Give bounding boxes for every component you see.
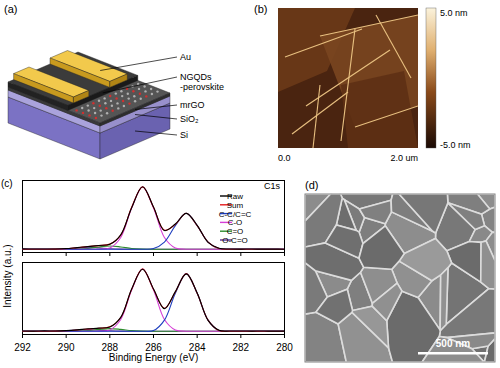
svg-text:-perovskite: -perovskite	[180, 82, 224, 92]
svg-text:290: 290	[58, 342, 75, 353]
svg-text:282: 282	[232, 342, 249, 353]
svg-text:286: 286	[145, 341, 162, 353]
svg-text:288: 288	[101, 341, 119, 353]
svg-text:mrGO: mrGO	[180, 100, 205, 110]
svg-text:C=O: C=O	[227, 227, 244, 236]
svg-text:NGQDs: NGQDs	[180, 72, 212, 82]
svg-text:C-C/C=C: C-C/C=C	[219, 210, 252, 219]
svg-text:(d): (d)	[305, 179, 318, 191]
svg-text:Sum: Sum	[227, 201, 244, 210]
svg-text:5.0 nm: 5.0 nm	[440, 8, 468, 18]
svg-text:280: 280	[276, 342, 293, 353]
svg-text:Raw: Raw	[227, 192, 243, 201]
svg-text:2.0 um: 2.0 um	[390, 153, 418, 163]
svg-text:C-O: C-O	[228, 218, 243, 227]
svg-text:0.0: 0.0	[278, 153, 291, 163]
svg-text:(c): (c)	[1, 178, 13, 189]
svg-text:(a): (a)	[4, 3, 17, 15]
svg-text:(b): (b)	[254, 3, 267, 15]
svg-text:Binding Energy (eV): Binding Energy (eV)	[109, 352, 199, 363]
svg-text:284: 284	[188, 341, 206, 353]
svg-text:Intensity (a.u.): Intensity (a.u.)	[2, 244, 13, 307]
svg-text:-5.0 nm: -5.0 nm	[440, 140, 471, 150]
svg-text:Au: Au	[180, 52, 191, 62]
svg-text:C1s: C1s	[264, 181, 281, 191]
svg-text:O-C=O: O-C=O	[222, 236, 248, 245]
svg-text:SiO₂: SiO₂	[180, 114, 199, 124]
svg-text:Si: Si	[180, 130, 188, 140]
svg-text:292: 292	[14, 342, 31, 353]
svg-text:500 nm: 500 nm	[436, 338, 471, 349]
